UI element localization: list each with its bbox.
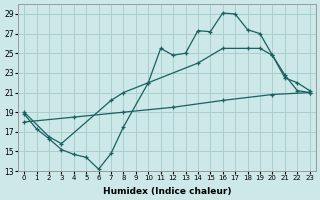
X-axis label: Humidex (Indice chaleur): Humidex (Indice chaleur) bbox=[103, 187, 231, 196]
